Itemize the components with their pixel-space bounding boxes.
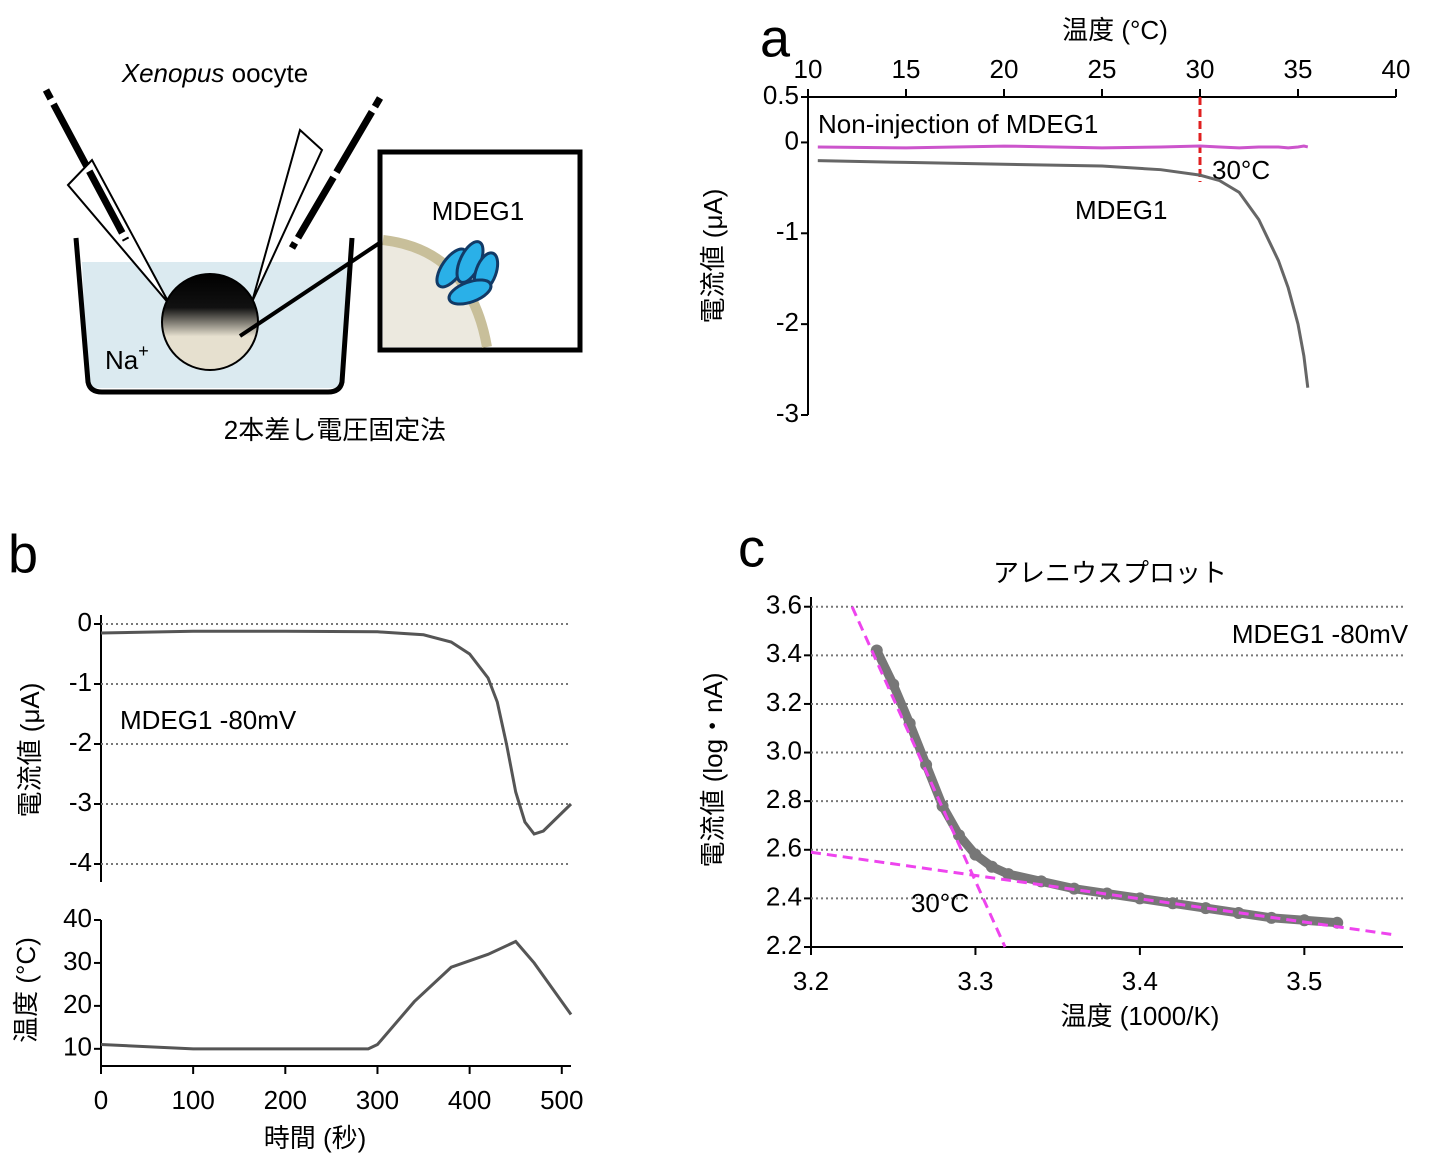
y-tick-label: 0 <box>785 125 799 155</box>
panel-label: b <box>8 524 38 584</box>
series-line <box>817 159 1310 388</box>
ion-charge: + <box>138 341 149 361</box>
x-axis-label: 時間 (秒) <box>264 1123 367 1153</box>
x-tick-label: 300 <box>356 1085 399 1115</box>
x-tick-label: 400 <box>448 1085 491 1115</box>
y-tick-label: 0 <box>78 607 92 637</box>
annotation: 30°C <box>1212 155 1270 185</box>
x-tick-label: 35 <box>1284 54 1313 84</box>
inset-label: MDEG1 <box>432 196 524 226</box>
y-tick-label: 30 <box>63 946 92 976</box>
x-axis-label: 温度 (1000/K) <box>1061 1001 1220 1031</box>
x-tick-label: 0 <box>94 1085 108 1115</box>
y-tick-label: -2 <box>69 727 92 757</box>
y-tick-label: 2.6 <box>766 833 802 863</box>
panel-label: c <box>738 518 765 578</box>
y-tick-label: -1 <box>69 667 92 697</box>
species: Xenopus <box>121 58 225 88</box>
y-tick-label: 3.4 <box>766 638 802 668</box>
diagram: Xenopus oocyte MDEG1 Na+ 2本差し電圧固定法 <box>42 58 583 445</box>
caption: 2本差し電圧固定法 <box>224 415 446 445</box>
point <box>1166 897 1179 910</box>
x-tick-label: 500 <box>540 1085 583 1115</box>
y-tick-label: 10 <box>63 1032 92 1062</box>
ion: Na <box>105 345 139 375</box>
point <box>1101 887 1113 900</box>
y-tick-label: 2.4 <box>766 881 802 911</box>
x-tick-label: 15 <box>892 54 921 84</box>
electrode <box>288 96 384 250</box>
x-tick-label: 200 <box>264 1085 307 1115</box>
scatter-trace <box>872 645 1342 928</box>
y-tick-label: 2.2 <box>766 930 802 960</box>
y-tick-label: 2.8 <box>766 784 802 814</box>
chart-title: アレニウスプロット <box>993 558 1227 588</box>
series-line <box>817 144 1309 150</box>
y-tick-label: -1 <box>776 216 799 246</box>
annotation: MDEG1 -80mV <box>1232 619 1409 649</box>
y-axis-label: 電流値 (log・nA) <box>698 672 728 867</box>
point <box>1298 914 1311 927</box>
point <box>1232 906 1245 919</box>
y-axis-label: 温度 (°C) <box>11 937 41 1043</box>
y-axis-label: 電流値 (μA) <box>15 683 45 818</box>
y-axis-label: 電流値 (μA) <box>698 189 728 324</box>
panel-label: a <box>760 8 791 68</box>
point <box>887 678 900 691</box>
y-tick-label: 0.5 <box>763 80 799 110</box>
pointer <box>238 238 386 338</box>
oocyte-label: Xenopus oocyte <box>121 58 309 88</box>
series-line <box>100 939 573 1051</box>
x-axis-label: 温度 (°C) <box>1062 15 1168 45</box>
point <box>920 758 933 771</box>
ion-label: Na+ <box>105 341 149 375</box>
annotation: MDEG1 -80mV <box>120 705 297 735</box>
electrode <box>42 88 130 242</box>
point <box>1133 892 1146 905</box>
x-tick-label: 3.5 <box>1286 966 1322 996</box>
x-tick-label: 3.2 <box>793 966 829 996</box>
annotation: 30°C <box>911 888 969 918</box>
y-tick-label: -3 <box>776 398 799 428</box>
point <box>1002 868 1015 881</box>
y-tick-label: -3 <box>69 787 92 817</box>
x-tick-label: 3.4 <box>1122 966 1158 996</box>
x-tick-label: 25 <box>1088 54 1117 84</box>
oocyte <box>161 273 259 371</box>
pipette <box>251 128 324 303</box>
x-tick-label: 100 <box>171 1085 214 1115</box>
series-label: Non-injection of MDEG1 <box>818 109 1098 139</box>
y-tick-label: -2 <box>776 307 799 337</box>
series-line <box>100 629 573 836</box>
point <box>953 829 965 842</box>
cell: oocyte <box>232 58 309 88</box>
y-tick-label: 3.6 <box>766 590 802 620</box>
channel-protein <box>435 240 500 306</box>
beaker <box>73 237 355 395</box>
series-label: MDEG1 <box>1075 195 1167 225</box>
fit-line <box>810 850 1395 937</box>
point <box>969 848 982 861</box>
x-tick-label: 20 <box>990 54 1019 84</box>
y-tick-label: -4 <box>69 847 92 877</box>
x-tick-label: 3.3 <box>957 966 993 996</box>
x-tick-label: 40 <box>1382 54 1411 84</box>
x-tick-label: 10 <box>794 54 823 84</box>
point <box>1199 902 1212 915</box>
y-tick-label: 40 <box>63 903 92 933</box>
fit-line <box>850 606 1007 948</box>
membrane-area <box>383 240 487 347</box>
y-tick-label: 3.0 <box>766 735 802 765</box>
point <box>985 860 998 873</box>
y-tick-label: 20 <box>63 989 92 1019</box>
y-tick-label: 3.2 <box>766 687 802 717</box>
x-tick-label: 30 <box>1186 54 1215 84</box>
